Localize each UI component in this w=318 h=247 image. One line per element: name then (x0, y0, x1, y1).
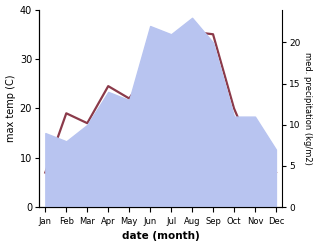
Y-axis label: max temp (C): max temp (C) (5, 75, 16, 142)
X-axis label: date (month): date (month) (122, 231, 199, 242)
Y-axis label: med. precipitation (kg/m2): med. precipitation (kg/m2) (303, 52, 313, 165)
